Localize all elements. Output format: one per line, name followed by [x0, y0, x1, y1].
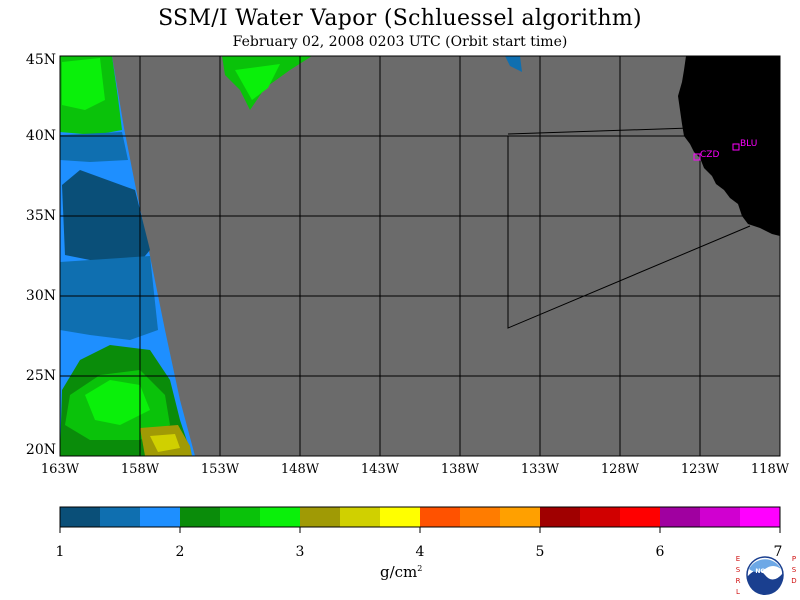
land-california — [678, 56, 780, 236]
swath-mid-blue — [60, 256, 158, 340]
lon-label-158w: 158W — [120, 462, 160, 477]
lon-label-148w: 148W — [280, 462, 320, 477]
noaa-emblem-icon: NOAA — [746, 556, 784, 595]
colorbar-swatch — [60, 507, 101, 527]
map-title: SSM/I Water Vapor (Schluessel algorithm) — [158, 6, 642, 31]
swath-blue-speck — [505, 56, 522, 72]
lat-label-25n: 25N — [25, 368, 56, 384]
station-blu-label: BLU — [740, 139, 757, 149]
no-data-background — [60, 56, 780, 456]
colorbar-units: g/cm2 — [380, 563, 460, 581]
colorbar-label-4: 4 — [415, 544, 425, 560]
station-markers: CZD BLU — [693, 139, 757, 161]
station-czd-marker — [693, 153, 701, 161]
colorbar-label-2: 2 — [175, 544, 185, 560]
logo-right-letters: P S D — [790, 554, 798, 587]
lon-label-153w: 153W — [200, 462, 240, 477]
colorbar-label-5: 5 — [535, 544, 545, 560]
lat-label-30n: 30N — [25, 288, 56, 304]
colorbar-swatch — [260, 507, 301, 527]
colorbar-ticks — [59, 527, 781, 533]
logo-letter-d: D — [791, 577, 797, 585]
units-text: g/cm — [380, 563, 418, 581]
swath-yellow-south — [150, 434, 180, 452]
colorbar-swatch — [340, 507, 381, 527]
lon-label-143w: 143W — [360, 462, 400, 477]
colorbar-swatch — [660, 507, 701, 527]
lon-label-163w: 163W — [40, 462, 80, 477]
lon-label-133w: 133W — [520, 462, 560, 477]
colorbar-label-3: 3 — [295, 544, 305, 560]
logo-letter-r: R — [735, 577, 741, 585]
logo-letter-s: S — [735, 566, 741, 574]
lon-label-123w: 123W — [680, 462, 720, 477]
lat-label-20n: 20N — [25, 442, 56, 458]
swath-lime-south — [85, 380, 150, 425]
logo-noaa-text: NOAA — [755, 568, 775, 575]
colorbar-swatch — [420, 507, 461, 527]
colorbar-swatch — [180, 507, 221, 527]
colorbar-swatch — [140, 507, 181, 527]
transect-segment — [507, 127, 691, 135]
station-czd-label: CZD — [700, 150, 719, 160]
lon-label-138w: 138W — [440, 462, 480, 477]
colorbar-swatch — [700, 507, 741, 527]
colorbar-swatch — [540, 507, 581, 527]
lon-label-128w: 128W — [600, 462, 640, 477]
logo-left-letters: E S R L — [734, 554, 742, 598]
swath-bright-north — [62, 58, 105, 110]
colorbar-swatch — [220, 507, 261, 527]
logo-letter-p: P — [791, 555, 797, 563]
lat-label-35n: 35N — [25, 208, 56, 224]
colorbar-swatch — [580, 507, 621, 527]
map-subtitle: February 02, 2008 0203 UTC (Orbit start … — [232, 34, 568, 50]
lon-label-118w: 118W — [750, 462, 790, 477]
colorbar-swatch — [500, 507, 541, 527]
colorbar-label-6: 6 — [655, 544, 665, 560]
colorbar-swatch — [380, 507, 421, 527]
map-grid — [60, 56, 780, 456]
station-blu-marker — [732, 143, 740, 151]
colorbar-swatch — [460, 507, 501, 527]
colorbar-swatch — [620, 507, 661, 527]
logo-letter-l: L — [736, 588, 740, 596]
units-exponent: 2 — [417, 564, 423, 573]
swath-patch-north-inner — [235, 64, 280, 100]
colorbar-swatch — [100, 507, 141, 527]
colorbar-swatch — [740, 507, 781, 527]
noaa-logo: E S R L NOAA P S D — [732, 552, 798, 598]
lat-label-40n: 40N — [25, 128, 56, 144]
swath-blue-north — [60, 132, 128, 162]
colorbar-label-7: 7 — [773, 544, 783, 560]
map-frame — [59, 55, 781, 457]
logo-letter-s2: S — [791, 566, 797, 574]
logo-letter-e: E — [735, 555, 741, 563]
colorbar — [60, 507, 781, 527]
map-area: CZD BLU — [60, 56, 780, 456]
colorbar-label-1: 1 — [55, 544, 65, 560]
water-vapor-swath — [60, 56, 522, 456]
transect-outline — [507, 136, 751, 329]
lat-label-45n: 45N — [25, 52, 56, 68]
colorbar-swatch — [300, 507, 341, 527]
